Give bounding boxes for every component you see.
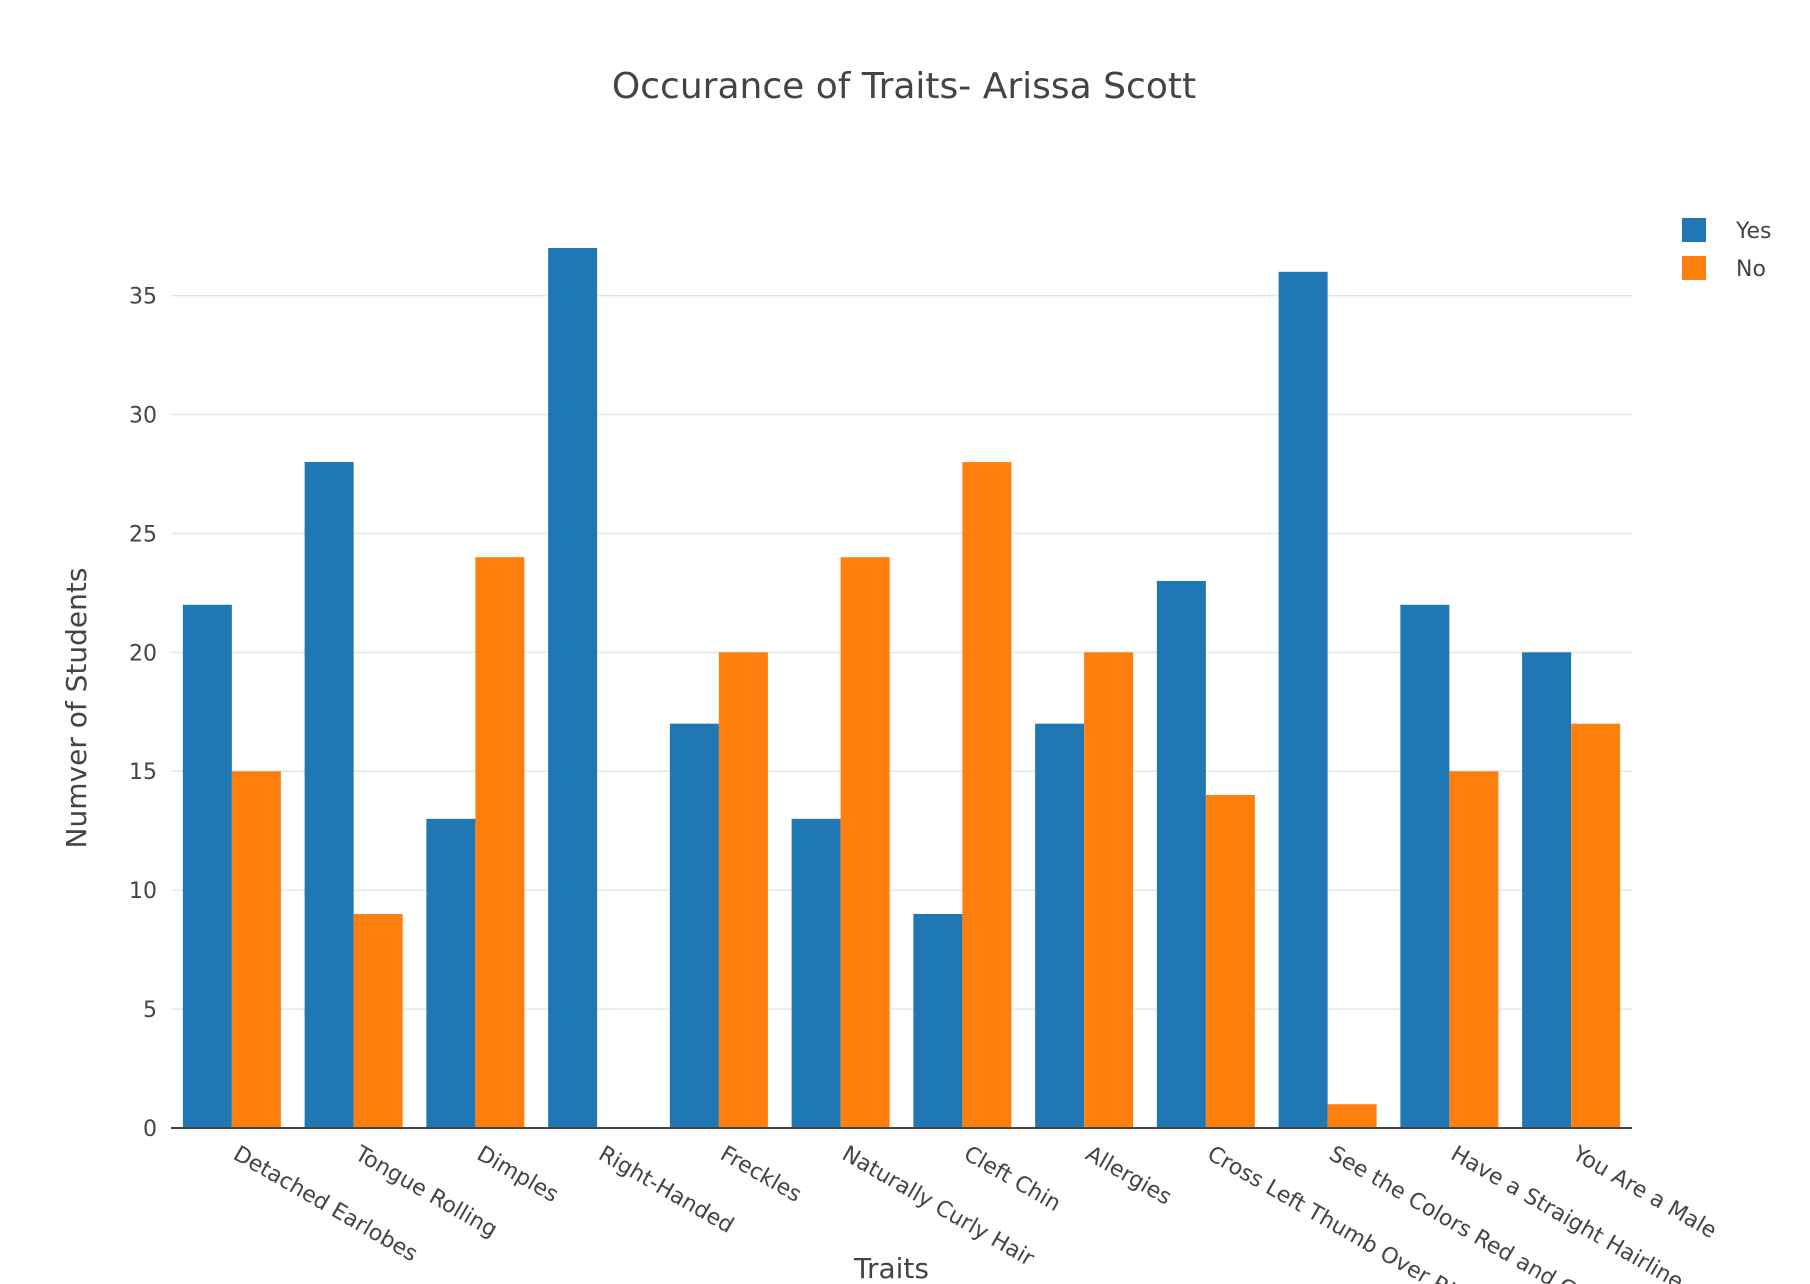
bars <box>182 248 1621 1128</box>
bar-yes[interactable] <box>1278 271 1328 1128</box>
bar-no[interactable] <box>718 652 768 1128</box>
y-tick-labels: 0 5 10 15 20 25 30 35 <box>129 285 157 1142</box>
x-tick-label: Allergies <box>1081 1142 1175 1211</box>
y-tick-label: 10 <box>129 879 157 904</box>
x-tick-label: Have a Straight Hairline <box>1446 1142 1687 1284</box>
bar-yes[interactable] <box>669 723 719 1128</box>
x-tick-label: Right-Handed <box>594 1142 738 1239</box>
y-tick-label: 30 <box>129 403 157 428</box>
bar-yes[interactable] <box>182 604 232 1128</box>
bar-yes[interactable] <box>1156 580 1206 1128</box>
x-tick-label: Dimples <box>472 1142 562 1208</box>
bar-no[interactable] <box>1449 771 1499 1128</box>
chart-title: Occurance of Traits- Arissa Scott <box>612 66 1196 107</box>
y-tick-label: 5 <box>143 998 157 1023</box>
legend-swatch-no[interactable] <box>1682 256 1706 280</box>
x-tick-label: Freckles <box>716 1142 806 1208</box>
bar-no[interactable] <box>840 557 890 1128</box>
bar-yes[interactable] <box>791 818 841 1128</box>
bar-no[interactable] <box>1571 723 1621 1128</box>
bar-no[interactable] <box>475 557 525 1128</box>
bar-no[interactable] <box>231 771 281 1128</box>
bar-no[interactable] <box>1327 1104 1377 1128</box>
bar-yes[interactable] <box>426 818 476 1128</box>
legend-label-yes[interactable]: Yes <box>1735 219 1772 244</box>
bar-no[interactable] <box>1084 652 1134 1128</box>
legend-swatch-yes[interactable] <box>1682 218 1706 242</box>
bar-yes[interactable] <box>304 462 354 1128</box>
gridlines <box>171 294 1632 1010</box>
x-tick-label: Cleft Chin <box>959 1142 1064 1217</box>
y-tick-label: 0 <box>143 1117 157 1142</box>
y-tick-label: 35 <box>129 285 157 310</box>
bar-yes[interactable] <box>1035 723 1085 1128</box>
bar-no[interactable] <box>1205 795 1255 1128</box>
bar-yes[interactable] <box>913 913 963 1128</box>
bar-yes[interactable] <box>1400 604 1450 1128</box>
bar-yes[interactable] <box>548 248 598 1128</box>
y-axis-title: Numver of Students <box>60 568 93 849</box>
y-tick-label: 20 <box>129 641 157 666</box>
legend[interactable]: Yes No <box>1682 218 1772 282</box>
legend-label-no[interactable]: No <box>1736 257 1766 282</box>
bar-yes[interactable] <box>1522 652 1572 1128</box>
y-tick-label: 25 <box>129 522 157 547</box>
bar-no[interactable] <box>962 462 1012 1128</box>
bar-no[interactable] <box>353 913 403 1128</box>
x-axis-title: Traits <box>853 1252 929 1284</box>
y-tick-label: 15 <box>129 760 157 785</box>
